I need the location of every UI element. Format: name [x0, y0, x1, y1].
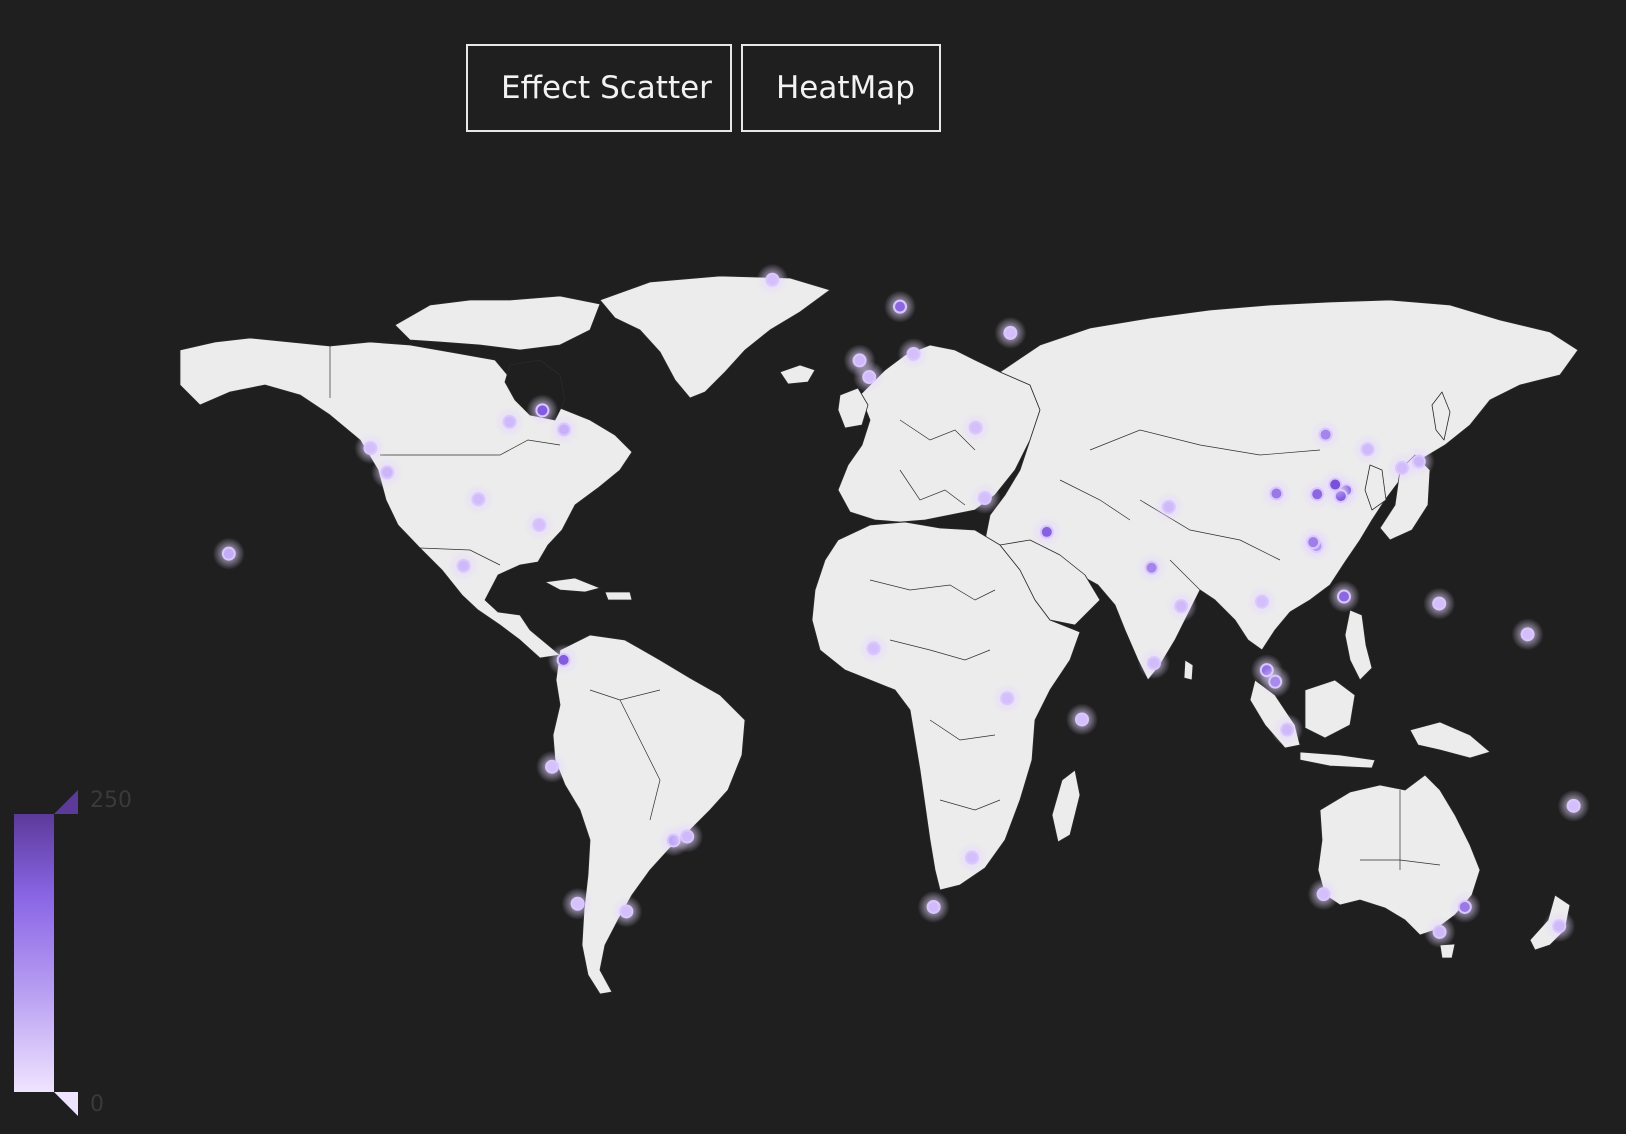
heat-point: [545, 759, 559, 774]
heat-point: [380, 465, 395, 480]
heat-point: [862, 370, 877, 385]
region-hispaniola: [604, 591, 633, 601]
region-cuba: [544, 577, 601, 593]
heat-point: [977, 491, 992, 505]
region-korea: [1364, 464, 1387, 511]
heat-point: [619, 904, 634, 919]
heat-point: [1039, 524, 1054, 539]
heat-point: [532, 517, 547, 532]
heatmap-button[interactable]: HeatMap: [741, 44, 941, 132]
legend-max-label: 250: [90, 788, 132, 813]
heat-point: [456, 558, 471, 573]
heat-point: [1255, 594, 1269, 609]
heat-point: [363, 441, 378, 456]
heat-point: [1268, 674, 1283, 689]
heat-point: [965, 850, 979, 865]
heat-point: [1161, 499, 1176, 514]
heat-point: [1457, 899, 1472, 914]
heat-point: [1000, 691, 1015, 706]
heat-point: [866, 641, 881, 656]
visual-map-legend[interactable]: [14, 790, 78, 1116]
heat-point: [1316, 887, 1331, 902]
region-north-america: [179, 337, 633, 659]
heat-point: [1174, 599, 1189, 614]
legend-min-handle[interactable]: [54, 1092, 78, 1116]
region-madagascar: [1051, 769, 1081, 843]
heat-point: [1306, 535, 1321, 550]
heat-point: [535, 403, 550, 418]
region-tasmania: [1439, 943, 1456, 959]
heat-point: [926, 899, 941, 914]
heat-point: [570, 896, 585, 911]
region-iceland: [779, 364, 816, 385]
heat-point: [1432, 596, 1447, 611]
heat-point: [557, 422, 571, 437]
region-sakhalin: [1431, 391, 1451, 441]
region-philippines: [1344, 609, 1373, 681]
heat-point: [502, 414, 517, 429]
region-new-guinea: [1409, 721, 1491, 759]
heat-point: [765, 272, 780, 287]
heat-point: [1520, 627, 1535, 642]
toolbar: Effect Scatter HeatMap: [466, 44, 941, 132]
heat-point: [1318, 427, 1333, 442]
heat-point: [1395, 460, 1409, 475]
country-borders: [329, 346, 1441, 870]
heat-point: [1144, 560, 1159, 575]
region-borneo: [1304, 679, 1356, 739]
heat-point: [1269, 486, 1284, 501]
heat-point: [968, 420, 983, 435]
heat-point: [1075, 712, 1089, 727]
region-south-america: [552, 634, 746, 995]
region-greenland: [599, 275, 831, 399]
heat-point: [221, 546, 236, 561]
heat-point: [906, 347, 921, 361]
heat-point: [680, 829, 695, 844]
heatmap-points: [212, 263, 1590, 948]
legend-max-handle[interactable]: [54, 790, 78, 814]
heat-point: [1147, 656, 1161, 671]
effect-scatter-button[interactable]: Effect Scatter: [466, 44, 732, 132]
heat-point: [893, 299, 907, 314]
legend-min-label: 0: [90, 1092, 104, 1117]
heat-point: [1280, 722, 1295, 737]
legend-gradient-bar: [14, 814, 54, 1092]
heat-point: [471, 492, 486, 507]
heat-point: [1552, 919, 1567, 934]
region-sri-lanka: [1183, 659, 1194, 681]
region-java: [1299, 751, 1376, 769]
heat-point: [1432, 924, 1447, 939]
heat-point: [556, 652, 571, 667]
heat-point: [1566, 798, 1581, 813]
heat-point: [1003, 325, 1018, 340]
heat-point: [1360, 442, 1375, 457]
region-arctic-islands: [394, 295, 601, 351]
heat-point: [1337, 589, 1351, 604]
heat-point: [1310, 487, 1325, 502]
